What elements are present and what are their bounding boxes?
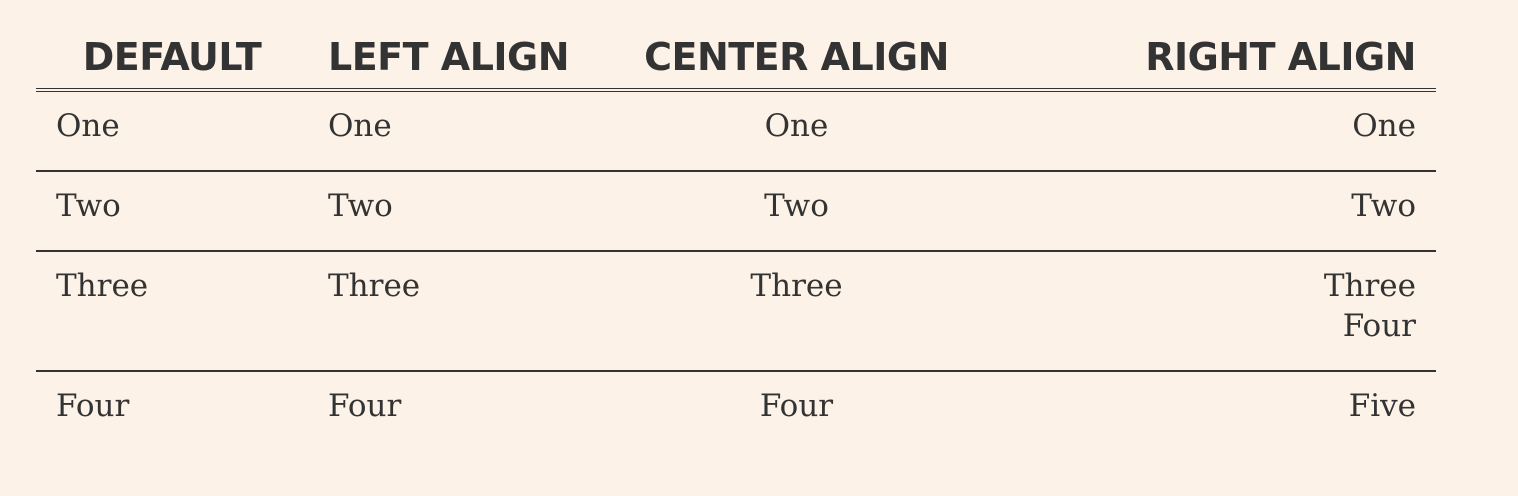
- table-row: Two Two Two Two: [36, 171, 1436, 252]
- cell-right-line: Five: [1348, 388, 1416, 424]
- header-right-align: RIGHT ALIGN: [1013, 26, 1436, 92]
- cell-right-line: Four: [1342, 308, 1416, 344]
- alignment-table: DEFAULT LEFT ALIGN CENTER ALIGN RIGHT AL…: [36, 26, 1436, 450]
- cell-right: Five: [1013, 371, 1436, 450]
- cell-right-line: Two: [1351, 188, 1416, 224]
- cell-center: One: [580, 90, 1013, 172]
- cell-left: Four: [328, 388, 402, 424]
- header-default: DEFAULT: [36, 26, 308, 92]
- header-center-align: CENTER ALIGN: [580, 26, 1013, 92]
- table-row: One One One One: [36, 90, 1436, 172]
- cell-left: One: [308, 90, 580, 172]
- cell-right-line: Three: [1323, 268, 1416, 304]
- cell-right-line: One: [1352, 108, 1416, 144]
- header-left-align: LEFT ALIGN: [308, 26, 580, 92]
- table-row: Four Four Four Five: [36, 371, 1436, 450]
- cell-default: Three: [36, 251, 308, 372]
- cell-center: Four: [759, 388, 834, 424]
- table-body: One One One One Two Two Two Two Three Th…: [36, 90, 1436, 450]
- cell-left: Two: [308, 171, 580, 252]
- cell-right: One: [1013, 90, 1436, 172]
- cell-left: Three: [308, 251, 580, 372]
- cell-default: One: [36, 90, 308, 172]
- cell-right: Two: [1013, 171, 1436, 252]
- cell-center: Two: [580, 171, 1013, 252]
- header-row: DEFAULT LEFT ALIGN CENTER ALIGN RIGHT AL…: [36, 26, 1436, 92]
- cell-right: Three Four: [1013, 251, 1436, 372]
- cell-center: Three: [580, 251, 1013, 372]
- alignment-table-container: DEFAULT LEFT ALIGN CENTER ALIGN RIGHT AL…: [36, 26, 1436, 450]
- cell-default: Four: [56, 388, 130, 424]
- table-row: Three Three Three Three Four: [36, 251, 1436, 372]
- cell-default: Two: [36, 171, 308, 252]
- table-header: DEFAULT LEFT ALIGN CENTER ALIGN RIGHT AL…: [36, 26, 1436, 92]
